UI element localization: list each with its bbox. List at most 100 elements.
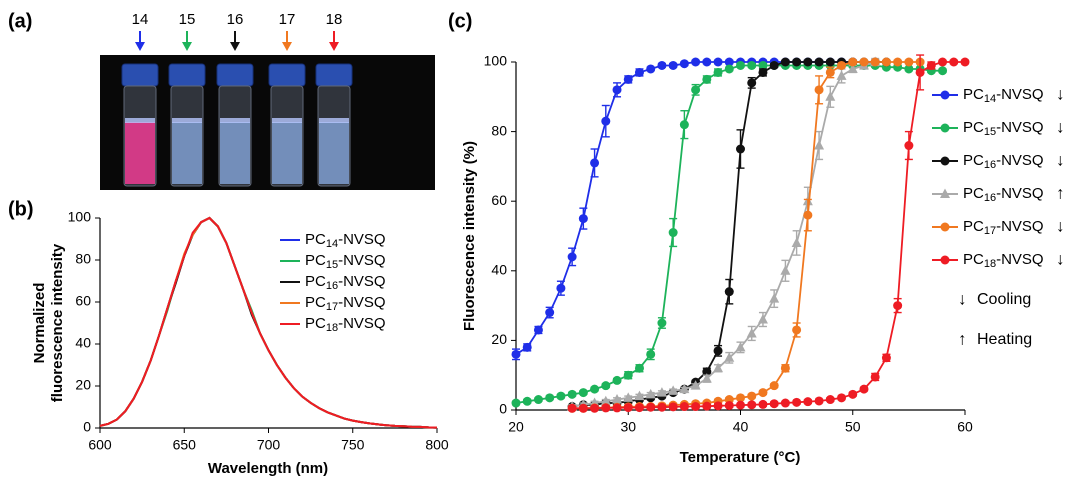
data-point (668, 402, 678, 412)
data-point (668, 228, 678, 238)
data-point (780, 363, 790, 373)
data-point (825, 57, 835, 67)
data-point (792, 57, 802, 67)
data-point (601, 116, 611, 126)
data-point (746, 327, 757, 338)
legend-direction: ↓ (1056, 150, 1065, 169)
data-point (881, 57, 891, 67)
legend-label: PC15-NVSQ (305, 252, 386, 271)
data-point (522, 342, 532, 352)
data-point (780, 398, 790, 408)
y-tick-label: 60 (491, 192, 507, 208)
data-point (713, 67, 723, 77)
vial-arrow-head (230, 42, 240, 51)
data-point (949, 57, 959, 67)
data-point (758, 399, 768, 409)
data-point (940, 188, 950, 198)
y-tick-label: 20 (491, 331, 507, 347)
legend-label: PC18-NVSQ (963, 251, 1044, 270)
data-point (893, 57, 903, 67)
data-point (735, 341, 746, 352)
data-point (724, 400, 734, 410)
data-point (623, 403, 633, 413)
data-point (646, 402, 656, 412)
data-point (769, 60, 779, 70)
data-point (578, 214, 588, 224)
data-point (837, 60, 847, 70)
data-point (646, 349, 656, 359)
legend-label: PC14-NVSQ (305, 231, 386, 250)
legend-direction: ↓ (1056, 84, 1065, 103)
y-tick-label: 80 (491, 122, 507, 138)
data-point (623, 392, 634, 402)
data-point (825, 67, 835, 77)
data-point (668, 60, 678, 70)
vial-arrow-head (182, 42, 192, 51)
data-point (612, 403, 622, 413)
legend-direction: ↑ (1056, 183, 1065, 202)
y-axis-title: fluorescence intensity (49, 243, 66, 402)
data-point (926, 60, 936, 70)
data-point (825, 395, 835, 405)
data-point (893, 301, 903, 311)
data-point (747, 400, 757, 410)
data-point (792, 325, 802, 335)
data-point (940, 222, 950, 232)
vial-label: 14 (132, 11, 149, 28)
data-point (578, 403, 588, 413)
data-point (758, 60, 768, 70)
data-point (645, 388, 656, 399)
data-point (679, 59, 689, 69)
x-tick-label: 40 (733, 419, 749, 435)
data-point (769, 381, 779, 391)
series-line (99, 216, 438, 429)
data-point (533, 325, 543, 335)
data-point (814, 140, 825, 150)
legend-label: PC16-NVSQ (963, 152, 1044, 171)
series-line (99, 216, 438, 429)
data-point (701, 373, 712, 383)
data-point (803, 210, 813, 220)
data-point (601, 381, 611, 391)
data-point (803, 397, 813, 407)
legend-label: PC17-NVSQ (963, 218, 1044, 237)
legend-direction: ↓ (1056, 249, 1065, 268)
data-point (758, 388, 768, 398)
y-tick-label: 60 (75, 293, 91, 309)
series-line (571, 61, 876, 408)
legend-direction: ↓ (1056, 216, 1065, 235)
note-label: Heating (977, 331, 1032, 348)
data-point (747, 78, 757, 88)
data-point (511, 349, 521, 359)
panel-label: (a) (8, 10, 32, 32)
data-point (940, 123, 950, 133)
data-point (545, 393, 555, 403)
panel-label: (c) (448, 10, 472, 32)
data-point (679, 402, 689, 412)
y-tick-label: 100 (484, 53, 508, 69)
x-tick-label: 700 (257, 437, 281, 453)
vial-arrow-head (282, 42, 292, 51)
data-point (634, 403, 644, 413)
series-line (99, 216, 438, 429)
data-point (940, 90, 950, 100)
data-point (679, 120, 689, 130)
data-point (511, 398, 521, 408)
data-point (567, 403, 577, 413)
data-point (848, 57, 858, 67)
x-tick-label: 50 (845, 419, 861, 435)
data-point (600, 395, 611, 406)
x-tick-label: 60 (957, 419, 973, 435)
vial-label: 16 (227, 11, 244, 28)
x-tick-label: 600 (88, 437, 112, 453)
data-point (870, 57, 880, 67)
y-axis-title: Normalized (31, 283, 48, 364)
data-point (736, 60, 745, 70)
data-point (792, 397, 802, 407)
legend-label: PC18-NVSQ (305, 315, 386, 334)
data-point (938, 57, 948, 67)
y-tick-label: 40 (491, 262, 507, 278)
data-point (623, 74, 633, 84)
data-point (656, 387, 667, 397)
data-point (578, 388, 588, 398)
